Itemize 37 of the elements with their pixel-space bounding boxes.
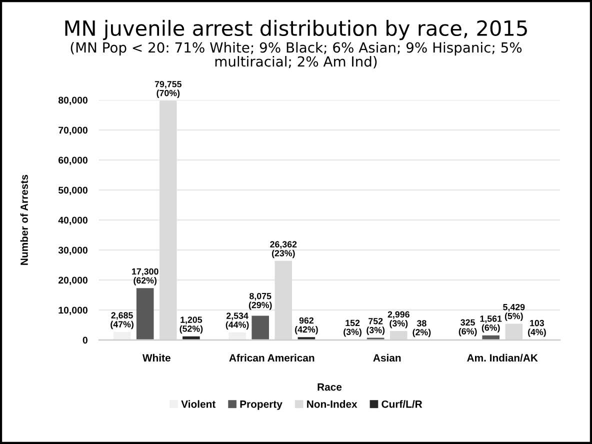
legend-label: Curf/L/R [382, 400, 422, 408]
data-label: 17,300 (62%) [132, 268, 158, 286]
data-label: 2,996 (3%) [388, 311, 410, 328]
data-label: 1,561 (6%) [480, 316, 502, 333]
data-label: 26,362 (23%) [270, 241, 297, 258]
data-label: 1,205 (52%) [180, 316, 203, 334]
x-tick-label: White [142, 354, 170, 362]
y-tick-label: 0 [82, 336, 88, 344]
chart-title: MN juvenile arrest distribution by race, 2015 [65, 20, 527, 40]
x-tick-label: Am. Indian/AK [467, 354, 538, 362]
x-tick-label: African American [229, 354, 314, 362]
y-tick-label: 70,000 [58, 126, 88, 136]
data-label: 752 (3%) [366, 318, 385, 335]
data-label: 2,685 (47%) [110, 312, 134, 330]
data-label: 103 (4%) [528, 320, 546, 337]
y-tick-label: 40,000 [58, 216, 88, 226]
chart-subtitle: (MN Pop < 20: 71% White; 9% Black; 6% Asian; 9% Hispanic; 5% multiracial; 2% Am Ind) [70, 42, 522, 68]
data-label: 325 (6%) [458, 319, 477, 336]
y-tick-label: 50,000 [58, 186, 88, 196]
x-axis-title: Race [318, 383, 342, 391]
data-label: 2,534 (44%) [226, 312, 249, 330]
data-label: 79,755 (70%) [154, 80, 182, 98]
data-label: 8,075 (29%) [248, 292, 272, 310]
data-label: 38 (2%) [412, 320, 431, 338]
y-tick-label: 30,000 [58, 246, 88, 256]
legend-label: Violent [181, 400, 216, 408]
x-tick-label: Asian [373, 354, 401, 362]
y-tick-label: 10,000 [58, 306, 88, 316]
y-tick-label: 20,000 [58, 276, 88, 286]
legend-label: Non-Index [307, 400, 358, 408]
y-axis-title: Number of Arrests [20, 174, 28, 265]
y-tick-label: 60,000 [58, 156, 88, 166]
data-label: 152 (3%) [344, 320, 362, 337]
data-label: 962 (42%) [295, 317, 318, 334]
data-label: 5,429 (5%) [503, 304, 525, 321]
legend-label: Property [240, 400, 282, 410]
y-tick-label: 80,000 [58, 96, 88, 106]
